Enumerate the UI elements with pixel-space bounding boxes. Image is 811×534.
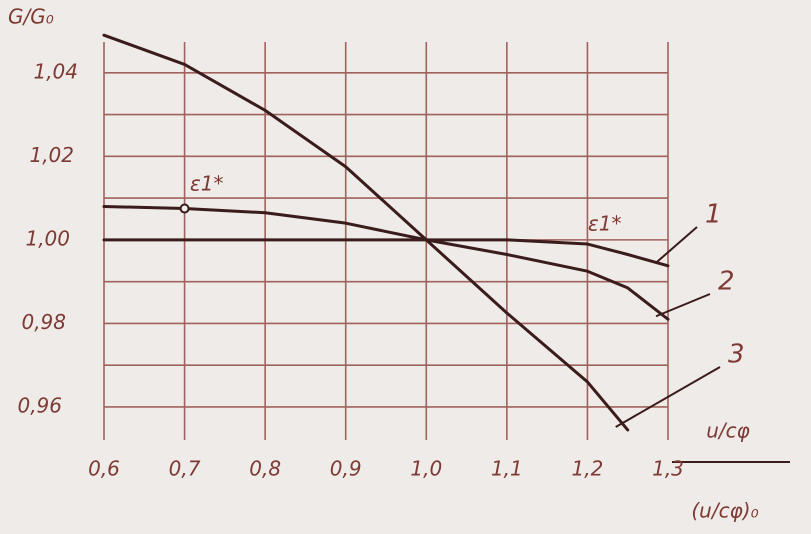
series-label: 3: [728, 340, 745, 370]
x-tick-label: 0,8: [249, 457, 281, 481]
leader-line: [655, 293, 711, 318]
leader-line: [655, 226, 698, 264]
curve: [102, 204, 670, 321]
y-axis-label: G/G₀: [8, 5, 54, 29]
x-tick-label: 0,7: [169, 457, 201, 481]
annotation: ε1*: [190, 172, 224, 196]
x-tick-label: 1,2: [572, 457, 604, 481]
series-label: 1: [705, 200, 722, 230]
x-tick-label: 1,1: [491, 457, 523, 481]
y-tick-label: 0,96: [17, 393, 62, 417]
x-tick-label: 1,0: [410, 457, 442, 481]
curve: [102, 238, 670, 268]
annotation: ε1*: [588, 212, 622, 236]
y-tick-label: 0,98: [21, 310, 66, 334]
x-tick-label: 1,3: [652, 457, 684, 481]
y-tick-label: 1,02: [29, 143, 74, 167]
x-tick-label: 0,6: [88, 457, 120, 481]
y-tick-label: 1,00: [25, 226, 70, 250]
y-tick-label: 1,04: [33, 59, 78, 83]
x-axis-label: u/cφ: [706, 419, 750, 443]
leader-line: [615, 366, 721, 428]
series-label: 2: [718, 267, 735, 297]
curve: [102, 33, 630, 432]
x-axis-label: (u/cφ)₀: [691, 499, 758, 523]
point-marker: [179, 203, 190, 214]
x-tick-label: 0,9: [330, 457, 362, 481]
